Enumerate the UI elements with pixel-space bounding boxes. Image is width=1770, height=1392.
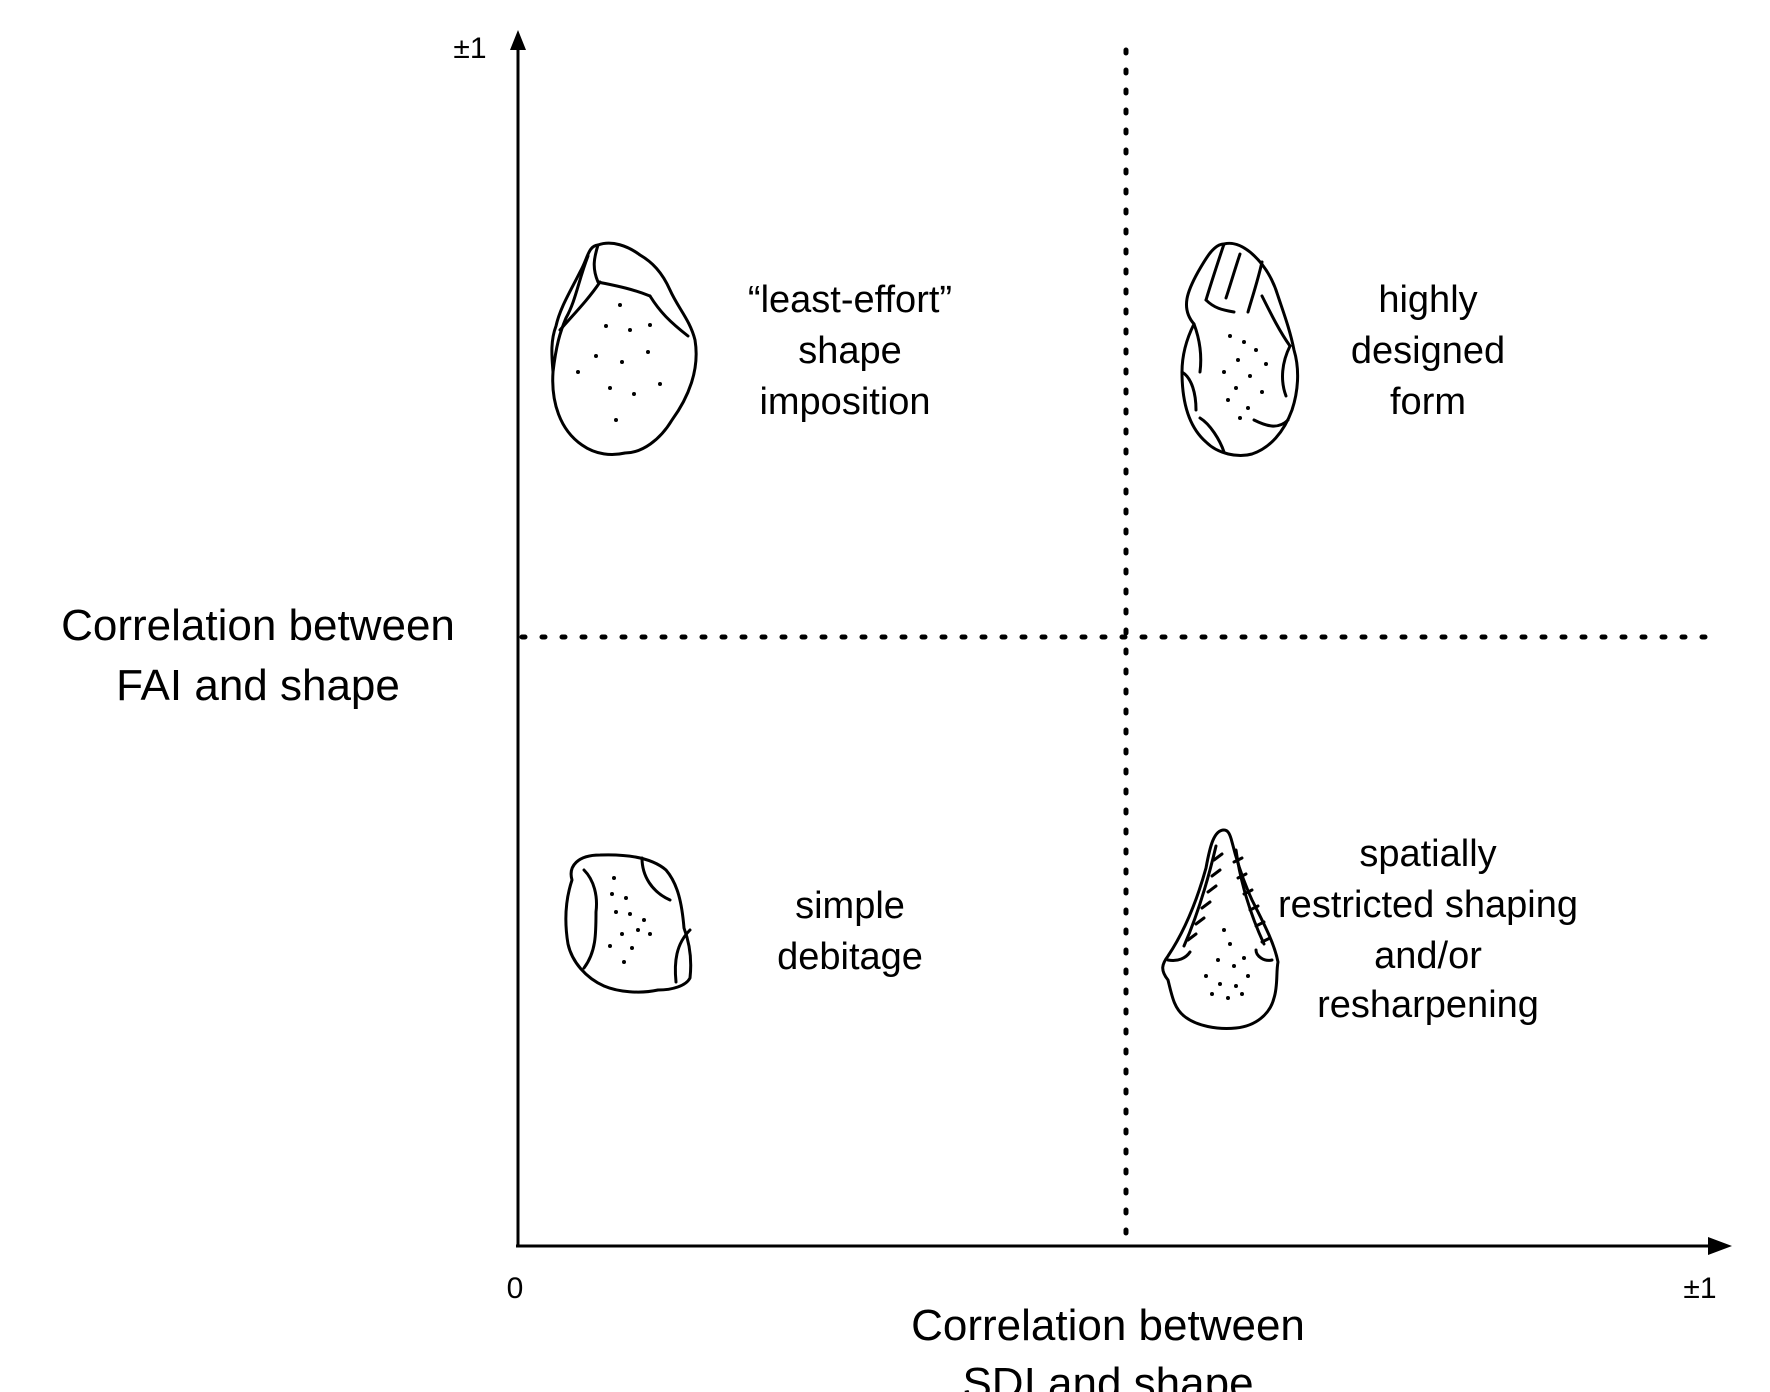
top-left-label-line3: imposition	[759, 381, 930, 423]
top-right-label-line1: highly	[1378, 279, 1477, 321]
bottom-right-label-line3: and/or	[1374, 935, 1482, 977]
x-axis-arrowhead	[1708, 1237, 1732, 1255]
simple-flake-drawing-icon	[564, 853, 693, 994]
y-axis-title-line1: Correlation between	[61, 601, 455, 650]
x-axis-title-line2: SDI and shape	[962, 1359, 1253, 1392]
pointed-tool-drawing-icon	[1161, 828, 1280, 1030]
x-axis-min-label: 0	[507, 1272, 524, 1305]
x-axis-title-line1: Correlation between	[911, 1301, 1305, 1350]
top-right-label-line2: designed	[1351, 330, 1505, 372]
bifacial-handaxe-drawing-icon	[1180, 241, 1300, 457]
x-axis-max-label: ±1	[1683, 1272, 1716, 1305]
bottom-right-label-line2: restricted shaping	[1278, 884, 1578, 926]
bottom-right-label-line1: spatially	[1359, 833, 1496, 875]
bottom-right-label-line4: resharpening	[1317, 984, 1539, 1026]
top-left-label-line2: shape	[798, 330, 902, 372]
y-axis-title-line2: FAI and shape	[116, 661, 400, 710]
top-left-label-line1: “least-effort”	[748, 279, 952, 321]
y-axis-max-label: ±1	[453, 32, 486, 65]
y-axis-arrowhead	[510, 30, 526, 50]
top-right-label-line3: form	[1390, 381, 1466, 423]
unifacial-flake-drawing-icon	[550, 241, 698, 456]
bottom-left-label-line1: simple	[795, 885, 905, 927]
bottom-left-label-line2: debitage	[777, 936, 923, 978]
